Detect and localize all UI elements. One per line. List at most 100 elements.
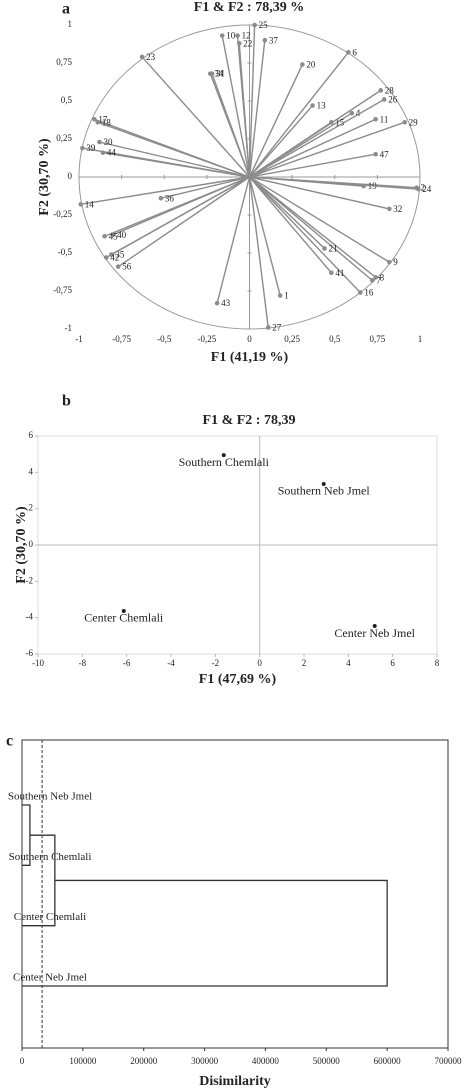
vector xyxy=(248,51,349,178)
vector-label: 26 xyxy=(388,95,398,105)
plot-frame xyxy=(21,739,449,1049)
vector-end xyxy=(262,37,268,43)
y-tick-label: 0 xyxy=(68,171,73,181)
x-tick-label: -4 xyxy=(167,658,175,668)
vector-end xyxy=(236,40,242,46)
y-tick-label: -1 xyxy=(65,323,73,333)
vector xyxy=(80,176,250,206)
vector xyxy=(99,141,250,178)
x-tick-label: -0,75 xyxy=(112,334,131,344)
leaf-label: Southern Chemlali xyxy=(9,851,92,863)
vector xyxy=(209,73,251,178)
vector-label: 43 xyxy=(221,298,231,308)
vector-end xyxy=(252,22,257,28)
vector xyxy=(141,56,251,178)
x-axis-title: F1 (41,19 %) xyxy=(211,350,289,365)
vector-end xyxy=(102,233,107,239)
vector-label: 7 xyxy=(376,275,381,285)
panel-letter: c xyxy=(6,733,13,750)
vector xyxy=(248,176,281,296)
vector-end xyxy=(322,246,327,251)
vector xyxy=(248,176,332,274)
vector-label: 18 xyxy=(102,117,112,127)
vector-label: 4 xyxy=(356,108,361,118)
vector-end xyxy=(373,116,378,122)
vector-label: 41 xyxy=(335,268,344,278)
vector-label: 22 xyxy=(243,38,252,48)
leaf-label: Southern Neb Jmel xyxy=(8,791,92,803)
vector-end xyxy=(369,278,375,283)
x-tick-label: -1 xyxy=(75,334,83,344)
vector xyxy=(249,118,376,178)
vector-label: 27 xyxy=(272,323,282,333)
x-tick-label: 600000 xyxy=(374,1056,402,1066)
x-tick-label: 0 xyxy=(247,334,252,344)
vector-end xyxy=(402,119,407,125)
y-tick-label: 0 xyxy=(29,539,34,549)
point-label: Southern Neb Jmel xyxy=(278,484,371,498)
x-tick-label: -0,5 xyxy=(157,334,172,344)
y-tick-label: -0,25 xyxy=(53,209,72,219)
vector-end xyxy=(346,50,351,55)
vector-label: 15 xyxy=(335,117,345,127)
vector-end xyxy=(207,71,213,76)
vector-label: 35 xyxy=(115,250,125,260)
vector-end xyxy=(92,116,97,122)
y-tick-label: 4 xyxy=(29,466,34,476)
vector xyxy=(216,176,251,304)
vector-end xyxy=(387,206,392,212)
vector xyxy=(248,24,256,178)
x-tick-label: 0,75 xyxy=(370,334,386,344)
leaf-label: Center Chemlali xyxy=(14,911,86,923)
vector-end xyxy=(139,54,145,60)
x-tick-label: 0,5 xyxy=(329,334,341,344)
vector xyxy=(249,98,385,178)
x-tick-label: 0,25 xyxy=(284,334,300,344)
vector-label: 23 xyxy=(146,52,156,62)
y-tick-label: -4 xyxy=(26,612,34,622)
vector xyxy=(221,35,251,178)
vector xyxy=(249,176,373,281)
y-tick-label: 2 xyxy=(29,503,34,513)
vector-end xyxy=(349,110,355,116)
vector-label: 8 xyxy=(380,272,385,282)
x-tick-label: 400000 xyxy=(252,1056,280,1066)
vector-label: 28 xyxy=(385,85,395,95)
vector-label: 56 xyxy=(122,262,132,272)
vector-end xyxy=(373,151,378,157)
vector xyxy=(249,176,419,190)
vector xyxy=(248,105,314,178)
panel-letter: a xyxy=(62,1,70,18)
vector-end xyxy=(95,119,101,125)
vector-label: 31 xyxy=(216,69,225,79)
vector-label: 45 xyxy=(109,231,119,241)
point-label: Center Neb Jmel xyxy=(334,626,415,640)
vector-label: 47 xyxy=(380,149,390,159)
vector-end xyxy=(158,195,164,201)
vector-label: 42 xyxy=(110,253,119,263)
x-tick-label: 4 xyxy=(346,658,351,668)
point xyxy=(372,624,377,629)
y-tick-label: 0,5 xyxy=(61,95,73,105)
vector xyxy=(238,43,251,178)
x-tick-label: 100000 xyxy=(69,1056,97,1066)
x-tick-label: -10 xyxy=(32,658,44,668)
point xyxy=(321,481,326,486)
x-tick-label: -2 xyxy=(212,658,220,668)
vector-end xyxy=(219,33,225,38)
vector-end xyxy=(235,33,240,38)
vector-label: 25 xyxy=(259,20,269,30)
vector-label: 16 xyxy=(364,288,374,298)
x-tick-label: 300000 xyxy=(191,1056,219,1066)
vector-end xyxy=(381,97,387,102)
vector-end xyxy=(265,325,271,330)
point xyxy=(221,453,226,458)
y-tick-label: 1 xyxy=(68,19,73,29)
vector-label: 39 xyxy=(86,143,96,153)
vector xyxy=(248,40,266,178)
vector xyxy=(105,176,250,259)
panel-letter: b xyxy=(62,393,71,410)
x-axis-title: Disimilarity xyxy=(199,1074,271,1089)
vector-label: 9 xyxy=(393,257,398,267)
x-tick-label: 8 xyxy=(435,658,440,668)
